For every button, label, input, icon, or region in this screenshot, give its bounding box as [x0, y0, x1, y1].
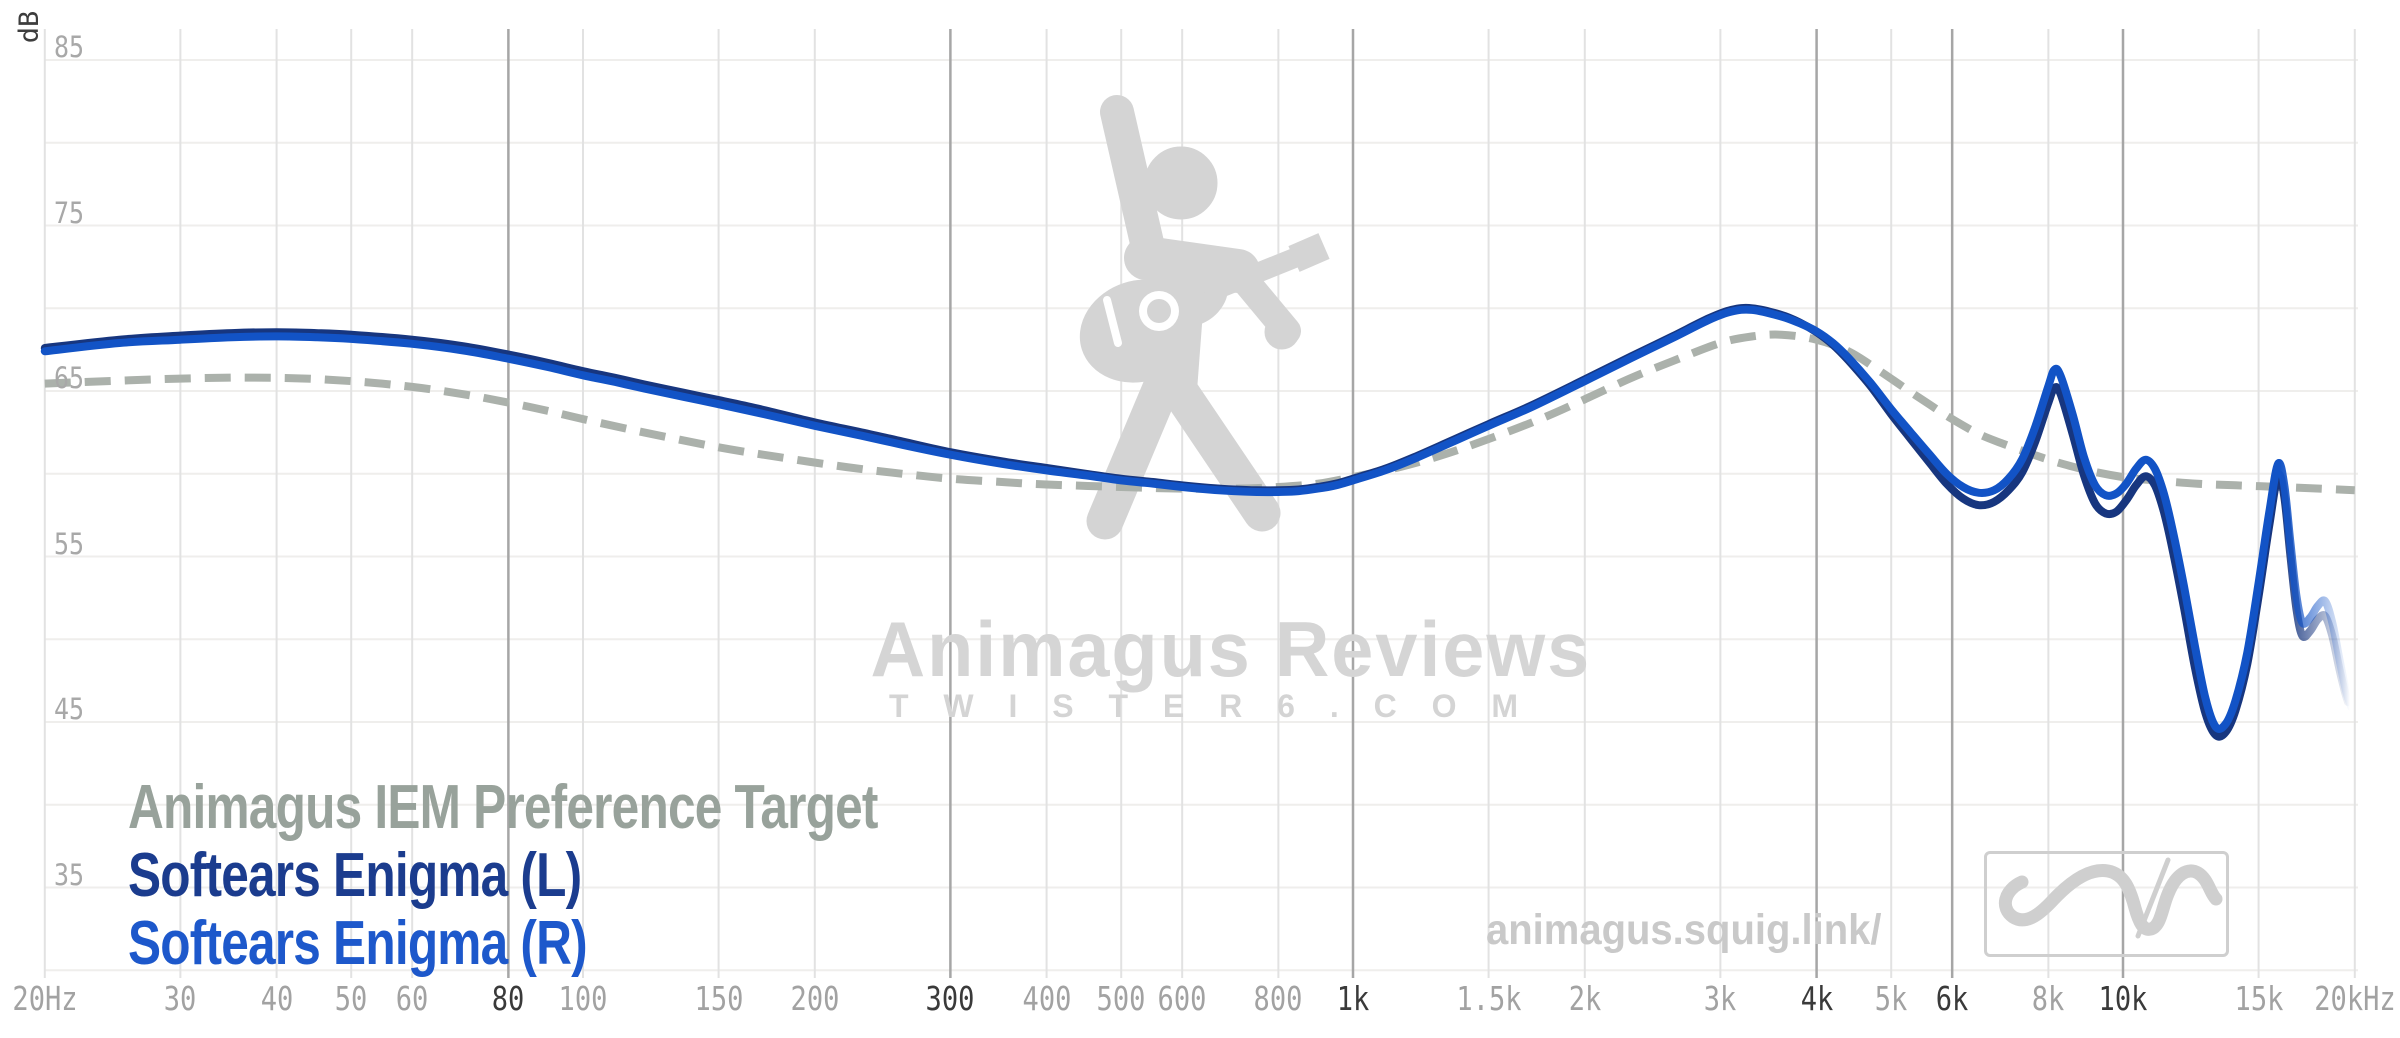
- y-tick-label-65: 65: [53, 361, 84, 395]
- x-tick-label-800: 800: [1253, 979, 1303, 1018]
- squiggle-logo-icon: [1998, 857, 2223, 939]
- watermark-title: Animagus Reviews: [870, 605, 1592, 693]
- vertical-gridlines: [43, 29, 2356, 978]
- x-tick-label-1k: 1k: [1336, 979, 1370, 1018]
- x-tick-label-80: 80: [492, 979, 525, 1018]
- x-tick-label-600: 600: [1157, 979, 1207, 1018]
- y-tick-label-85: 85: [53, 30, 84, 64]
- x-tick-label-50: 50: [334, 979, 368, 1018]
- x-tick-label-15k: 15k: [2234, 979, 2284, 1018]
- x-tick-label-60: 60: [395, 979, 429, 1018]
- watermark-subtitle: T W I S T E R 6 . C O M: [888, 688, 1532, 724]
- x-tick-label-5k: 5k: [1874, 979, 1908, 1018]
- legend-item-softears-enigma-r[interactable]: Softears Enigma (R): [128, 909, 588, 978]
- curve-animagus-iem-preference-target: [44, 330, 2356, 495]
- y-tick-label-45: 45: [53, 692, 84, 726]
- x-tick-label-10k: 10k: [2098, 979, 2148, 1018]
- y-tick-label-55: 55: [53, 526, 84, 561]
- x-tick-label-4k: 4k: [1800, 979, 1833, 1018]
- x-tick-label-1.5k: 1.5k: [1455, 979, 1522, 1018]
- guitar-player-icon: [1079, 95, 1330, 540]
- squig-link-url[interactable]: animagus.squig.link/: [1486, 906, 1882, 954]
- x-tick-label-3k: 3k: [1704, 979, 1737, 1018]
- legend-item-softears-enigma-l[interactable]: Softears Enigma (L): [128, 841, 582, 910]
- x-tick-label-2k: 2k: [1568, 979, 1602, 1018]
- x-tick-label-150: 150: [694, 979, 744, 1018]
- x-tick-label-30: 30: [164, 979, 197, 1018]
- x-tick-label-400: 400: [1022, 979, 1072, 1018]
- x-tick-label-500: 500: [1096, 979, 1146, 1018]
- y-tick-label-75: 75: [53, 195, 84, 230]
- x-tick-label-8k: 8k: [2032, 979, 2065, 1018]
- x-tick-label-100: 100: [558, 979, 608, 1018]
- squig-logo-box: [1984, 851, 2229, 957]
- x-tick-label-40: 40: [260, 979, 293, 1018]
- x-tick-label-200: 200: [790, 979, 840, 1018]
- x-tick-label-300: 300: [925, 979, 975, 1018]
- curve-softears-enigma-r: [40, 305, 2356, 733]
- y-tick-label-35: 35: [53, 857, 84, 892]
- x-tick-label-6k: 6k: [1935, 979, 1969, 1018]
- x-tick-label-20kHz: 20kHz: [2314, 979, 2396, 1018]
- x-tick-label-20Hz: 20Hz: [12, 979, 78, 1018]
- legend-item-target[interactable]: Animagus IEM Preference Target: [128, 773, 878, 842]
- curves: [40, 303, 2356, 741]
